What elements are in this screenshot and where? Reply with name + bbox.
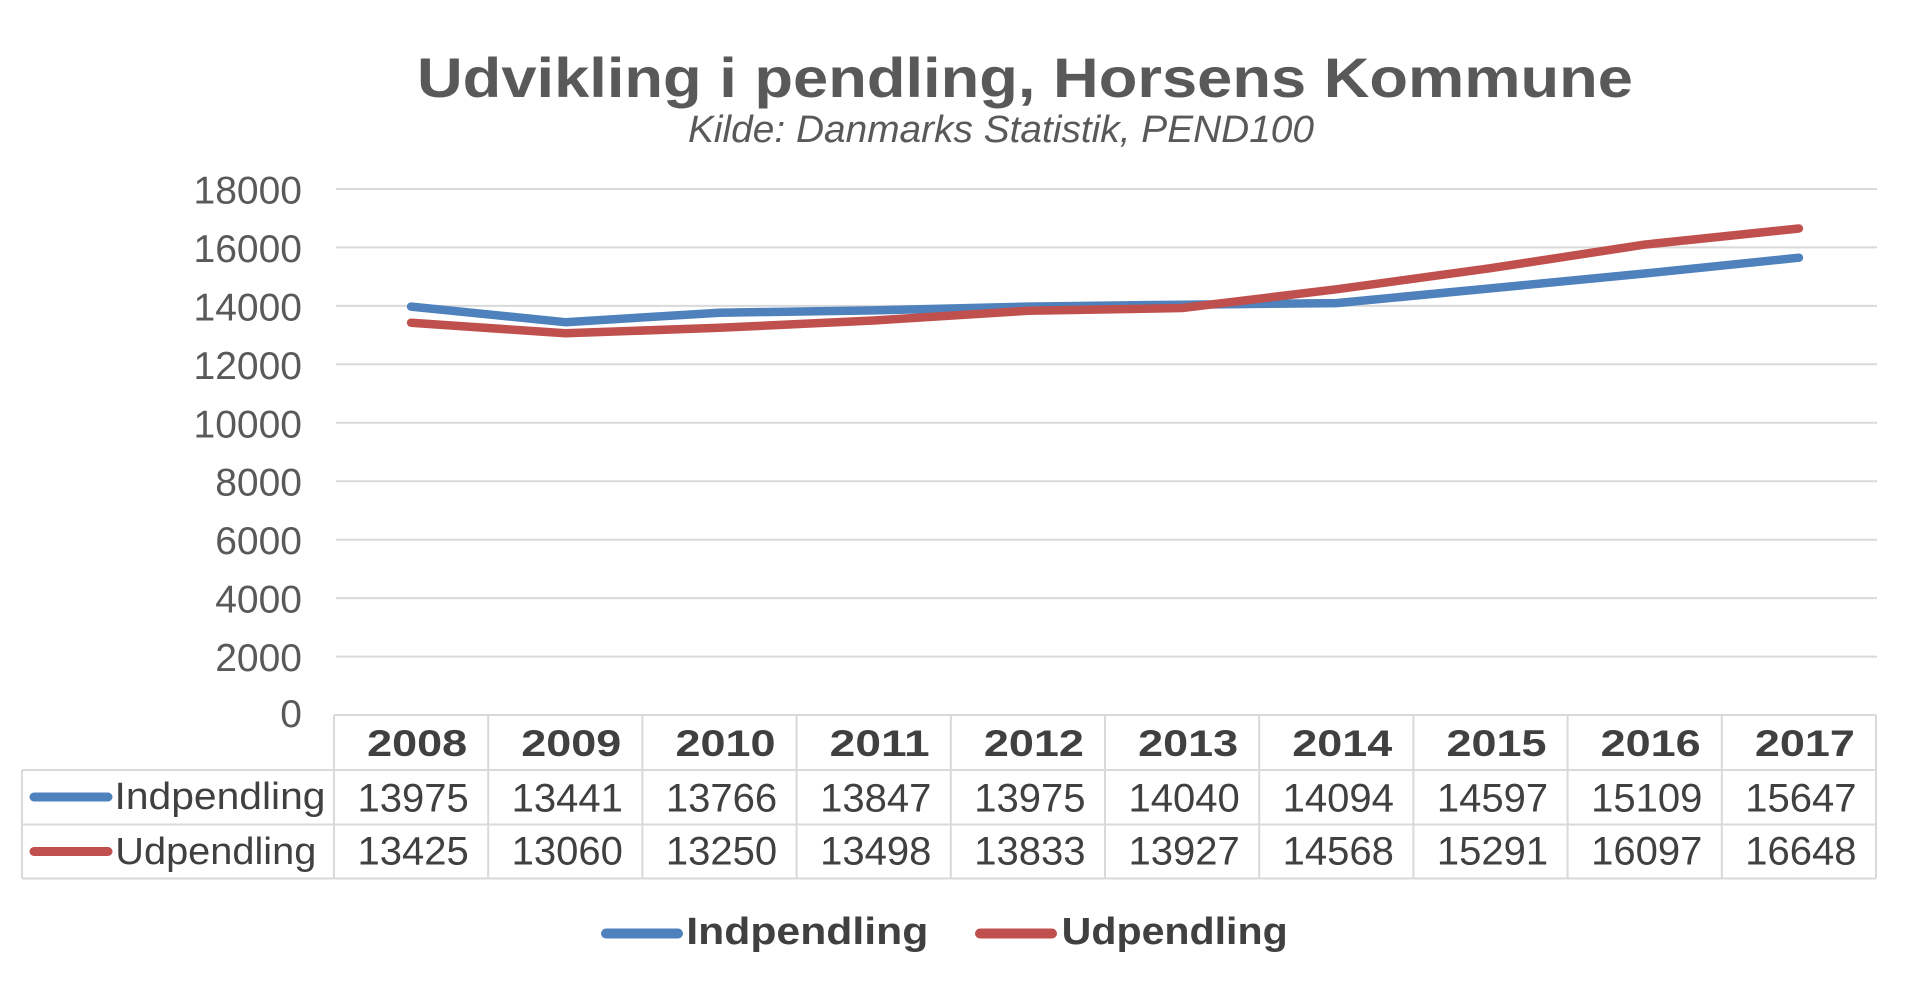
svg-text:Indpendling: Indpendling [115,776,326,818]
svg-text:2013: 2013 [1138,723,1238,764]
svg-text:2010: 2010 [676,723,776,764]
svg-text:10000: 10000 [194,403,302,446]
svg-text:6000: 6000 [215,520,302,563]
svg-text:18000: 18000 [194,170,302,213]
svg-text:13250: 13250 [666,829,777,873]
svg-text:Udpendling: Udpendling [1062,911,1288,953]
svg-text:13833: 13833 [974,829,1085,873]
svg-text:15109: 15109 [1591,777,1702,821]
svg-text:14597: 14597 [1437,777,1548,821]
svg-text:13847: 13847 [820,777,931,821]
svg-text:2000: 2000 [215,637,302,680]
svg-text:13766: 13766 [666,777,777,821]
svg-text:13425: 13425 [357,829,468,873]
svg-text:16097: 16097 [1591,829,1702,873]
svg-text:14000: 14000 [194,286,302,329]
svg-text:4000: 4000 [215,579,302,622]
svg-text:2017: 2017 [1755,723,1855,764]
svg-text:2012: 2012 [984,723,1084,764]
svg-text:13060: 13060 [512,829,623,873]
svg-text:12000: 12000 [194,345,302,388]
svg-text:13498: 13498 [820,829,931,873]
svg-text:13975: 13975 [357,777,468,821]
svg-text:8000: 8000 [215,462,302,505]
svg-text:14568: 14568 [1283,829,1394,873]
svg-text:2016: 2016 [1601,723,1701,764]
svg-text:0: 0 [280,693,302,736]
svg-text:14094: 14094 [1283,777,1394,821]
svg-text:15291: 15291 [1437,829,1548,873]
svg-text:2008: 2008 [367,723,467,764]
svg-text:2014: 2014 [1292,723,1393,764]
svg-text:Kilde: Danmarks Statistik, PEN: Kilde: Danmarks Statistik, PEND100 [688,109,1314,151]
svg-text:Indpendling: Indpendling [686,911,928,953]
svg-text:Udvikling i pendling, Horsens: Udvikling i pendling, Horsens Kommune [417,46,1633,109]
svg-text:2011: 2011 [830,723,930,764]
svg-text:16000: 16000 [194,228,302,271]
svg-text:13975: 13975 [974,777,1085,821]
svg-text:2015: 2015 [1447,723,1547,764]
svg-text:15647: 15647 [1745,777,1856,821]
svg-text:2009: 2009 [521,723,621,764]
svg-text:13927: 13927 [1128,829,1239,873]
svg-text:13441: 13441 [512,777,623,821]
svg-text:Udpendling: Udpendling [115,831,316,873]
svg-text:14040: 14040 [1128,777,1239,821]
svg-text:16648: 16648 [1745,829,1856,873]
